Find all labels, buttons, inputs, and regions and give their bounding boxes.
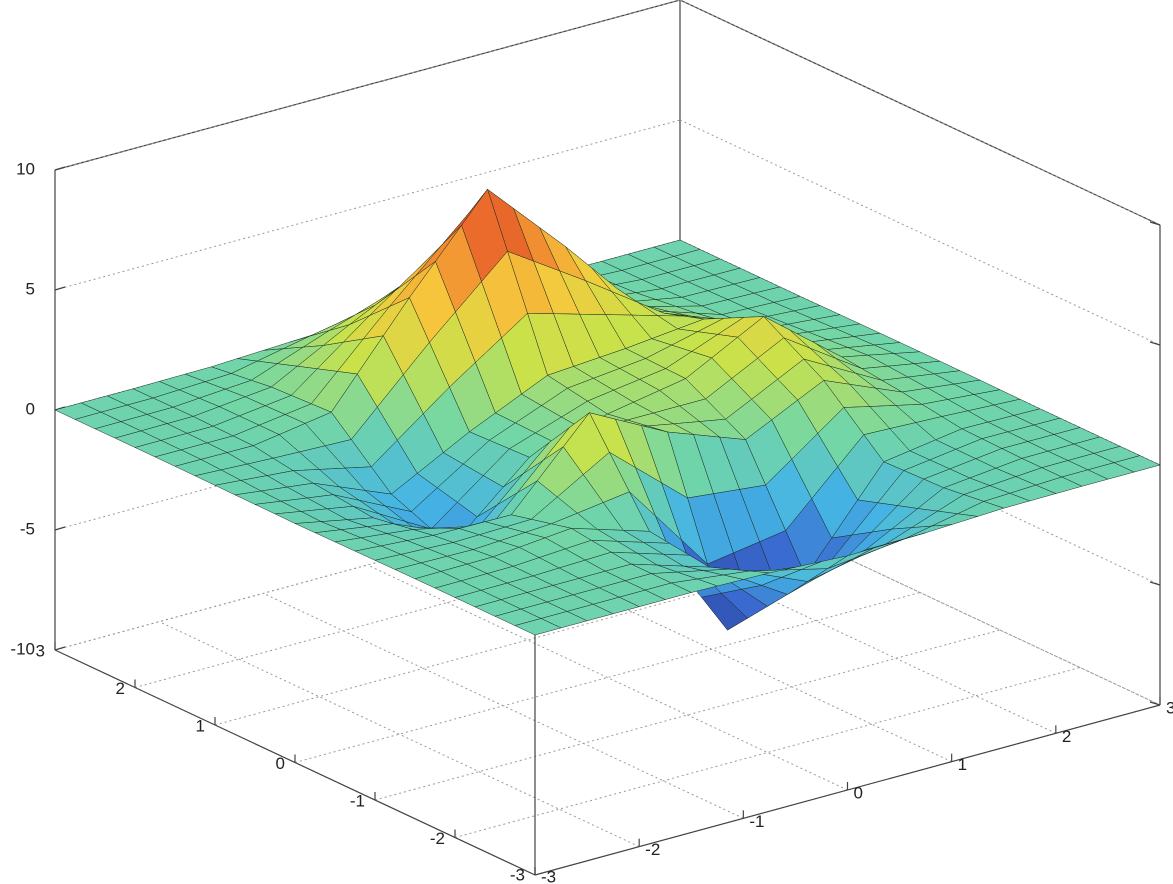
- tick: [1149, 701, 1161, 706]
- z-tick-label: 5: [26, 279, 35, 298]
- surface-patch: [514, 618, 562, 636]
- y-tick-label: -2: [430, 829, 445, 848]
- box-edge: [54, 0, 681, 171]
- tick: [54, 166, 66, 171]
- x-tick-label: -3: [541, 867, 556, 884]
- x-tick-label: 2: [1062, 727, 1071, 746]
- z-tick-label: -10: [10, 639, 35, 658]
- y-tick-label: -1: [350, 791, 365, 810]
- y-tick-label: 1: [196, 716, 205, 735]
- surface: [54, 189, 1161, 636]
- z-tick-label: -5: [20, 519, 35, 538]
- y-tick-label: 2: [116, 679, 125, 698]
- x-tick-label: 0: [854, 783, 863, 802]
- tick: [54, 646, 66, 651]
- grid-line: [679, 0, 1161, 226]
- tick: [54, 286, 66, 291]
- tick: [54, 526, 66, 531]
- grid-line: [367, 564, 848, 791]
- tick: [1149, 221, 1161, 226]
- grid-line: [158, 621, 640, 848]
- z-tick-label: 10: [16, 159, 35, 178]
- x-tick-label: 1: [958, 755, 967, 774]
- y-tick-label: 3: [36, 641, 45, 660]
- tick: [1149, 341, 1161, 346]
- grid-line: [679, 119, 1161, 346]
- tick: [1149, 581, 1161, 586]
- x-tick-label: 3: [1166, 698, 1173, 717]
- x-tick-label: -1: [749, 812, 764, 831]
- x-tick-label: -2: [645, 840, 660, 859]
- z-tick-label: 0: [26, 399, 35, 418]
- y-tick-label: 0: [276, 754, 285, 773]
- y-tick-label: -3: [510, 865, 525, 884]
